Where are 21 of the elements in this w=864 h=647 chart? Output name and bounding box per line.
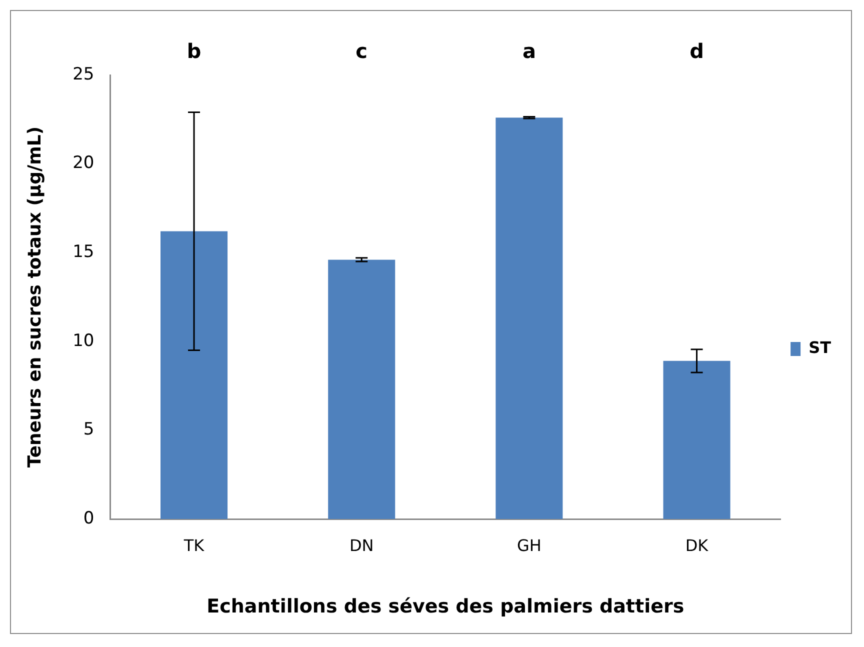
text: a — [522, 39, 536, 64]
text: b — [186, 39, 202, 64]
legend-label: ST — [808, 338, 832, 358]
text: d — [690, 39, 704, 64]
bar — [160, 231, 228, 519]
y-tick-label: 15 — [72, 242, 94, 262]
bar — [328, 260, 396, 519]
y-tick-label: 0 — [83, 508, 94, 528]
y-tick-label: 25 — [72, 64, 94, 84]
x-tick-label: DN — [349, 536, 374, 555]
y-tick-label: 5 — [83, 420, 94, 440]
text: c — [356, 39, 368, 64]
x-tick-label: TK — [182, 536, 205, 555]
x-tick-label: GH — [516, 536, 542, 555]
bar — [496, 118, 563, 519]
x-axis-title: Echantillons des séves des palmiers dattiers — [206, 596, 684, 618]
y-axis-title: Teneurs en sucres totaux (µg/mL) — [24, 126, 46, 468]
y-tick-label: 20 — [72, 153, 94, 174]
x-tick-label: DK — [685, 536, 709, 555]
y-tick-label: 10 — [72, 330, 94, 351]
bar — [663, 360, 730, 519]
